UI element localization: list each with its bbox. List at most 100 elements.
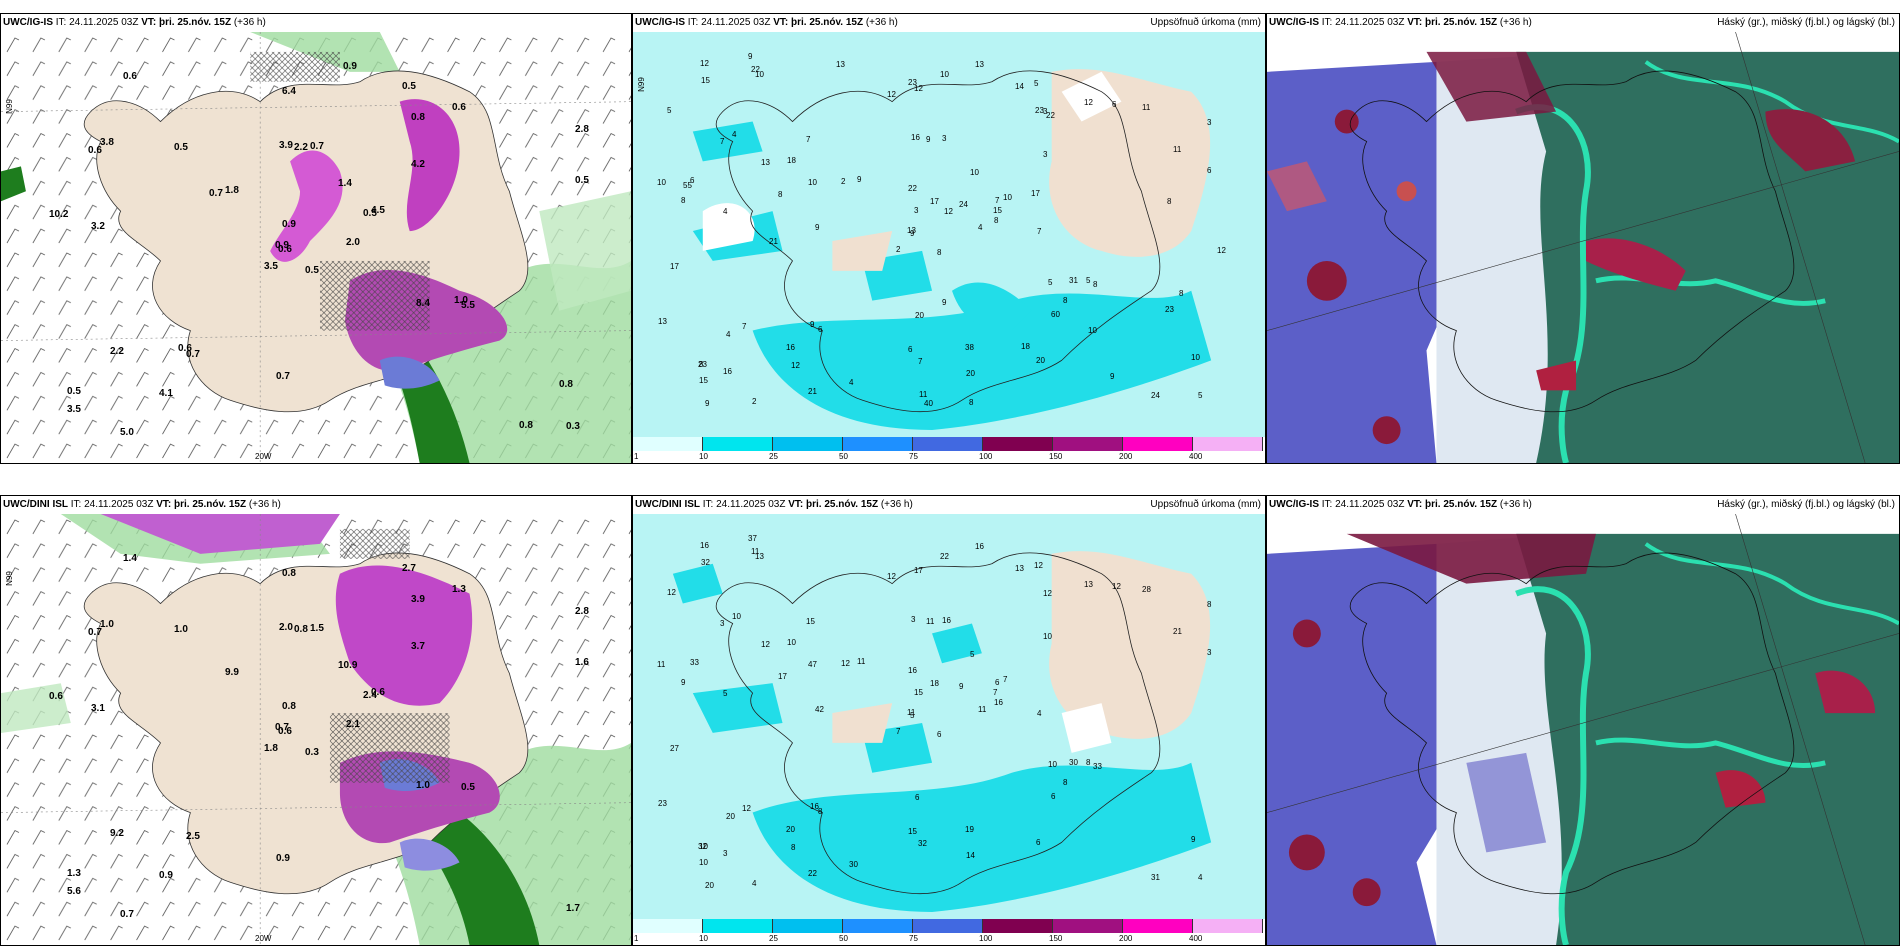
value-label: 11 (978, 705, 987, 714)
value-label: 0.7 (120, 909, 134, 920)
value-label: 11 (907, 708, 916, 717)
value-label: 11 (1142, 103, 1151, 112)
colorbar-segment (633, 437, 703, 451)
value-label: 33 (690, 658, 699, 667)
value-label: 8 (791, 843, 796, 852)
value-label: 0.9 (282, 219, 296, 230)
value-label: 10 (940, 70, 949, 79)
field-title: Uppsöfnuð úrkoma (mm) (1150, 499, 1261, 510)
value-label: 4 (752, 879, 757, 888)
value-label: 60 (1051, 310, 1060, 319)
value-label: 20 (726, 812, 735, 821)
init-time: IT: 24.11.2025 03Z (685, 17, 774, 28)
colorbar-label: 25 (769, 934, 778, 943)
value-label: 9 (857, 175, 862, 184)
colorbar-label: 25 (769, 452, 778, 461)
value-label: 3 (1043, 150, 1048, 159)
value-labels: 0.5 0.6 0.6 0.5 0.5 0.7 0.5 0.7 0.8 2.0 0.6 0.3 3.2 2… (1, 32, 631, 463)
init-time: IT: 24.11.2025 03Z (68, 499, 157, 510)
value-label: 23 (1035, 106, 1044, 115)
value-label: 0.6 (278, 244, 292, 255)
value-label: 12 (1034, 561, 1043, 570)
colorbar-label: 150 (1049, 934, 1063, 943)
value-label: 12 (667, 588, 676, 597)
valid-time: VT: þri. 25.nóv. 15Z (141, 17, 232, 28)
value-label: 3.2 (91, 221, 105, 232)
lon-label: 20W (255, 452, 272, 461)
colorbar-segment (983, 437, 1053, 451)
value-label: 9 (810, 320, 815, 329)
value-label: 6 (1051, 792, 1056, 801)
value-label: 9 (942, 298, 947, 307)
value-label: 0.6 (123, 71, 137, 82)
value-label: 16 (786, 343, 795, 352)
value-label: 8 (681, 196, 686, 205)
colorbar-segment (1193, 919, 1263, 933)
colorbar-label: 50 (839, 934, 848, 943)
valid-time: VT: þri. 25.nóv. 15Z (773, 17, 864, 28)
lead-time: (+36 h) (246, 499, 281, 510)
value-label: 0.6 (49, 691, 63, 702)
model-name: UWC/IG-IS (635, 17, 685, 28)
colorbar-segment (1193, 437, 1263, 451)
panel-top-left: UWC/IG-IS IT: 24.11.2025 03Z VT: þri. 25… (0, 13, 632, 464)
colorbar-segment (773, 437, 843, 451)
value-label: 17 (778, 672, 787, 681)
value-label: 10 (699, 842, 708, 851)
value-label: 20 (1036, 356, 1045, 365)
value-label: 10 (1191, 353, 1200, 362)
value-label: 11 (751, 547, 760, 556)
map-graphic (1, 514, 631, 945)
value-label: 32 (698, 842, 707, 851)
value-label: 3.1 (91, 703, 105, 714)
value-label: 5 (1198, 391, 1203, 400)
value-label: 16 (994, 698, 1003, 707)
value-label: 2.0 (346, 237, 360, 248)
value-label: 1.4 (123, 553, 137, 564)
value-label: 11 (919, 390, 928, 399)
value-label: 11 (926, 617, 935, 626)
value-label: 17 (914, 566, 923, 575)
value-label: 9 (959, 682, 964, 691)
map-graphic (633, 514, 1265, 919)
value-label: 17 (930, 197, 939, 206)
field-title: Uppsöfnuð úrkoma (mm) (1150, 17, 1261, 28)
value-label: 10 (755, 70, 764, 79)
colorbar-segment (1123, 919, 1193, 933)
colorbar-label: 150 (1049, 452, 1063, 461)
value-label: 0.7 (209, 188, 223, 199)
value-label: 6 (1036, 838, 1041, 847)
value-label: 9 (705, 399, 710, 408)
value-label: 8 (1063, 296, 1068, 305)
value-label: 32 (918, 839, 927, 848)
value-label: 55 (683, 181, 692, 190)
value-label: 8 (937, 248, 942, 257)
colorbar-label: 10 (699, 452, 708, 461)
value-label: 31 (1151, 873, 1160, 882)
value-label: 8 (1063, 778, 1068, 787)
value-label: 4.5 (371, 205, 385, 216)
value-label: 6 (690, 176, 695, 185)
value-label: 0.9 (276, 853, 290, 864)
value-label: 6 (1112, 100, 1117, 109)
value-label: 3 (911, 615, 916, 624)
value-label: 5 (1034, 79, 1039, 88)
value-label: 21 (769, 237, 778, 246)
value-label: 8 (818, 807, 823, 816)
value-label: 6 (818, 325, 823, 334)
value-label: 16 (700, 541, 709, 550)
value-label: 3 (942, 134, 947, 143)
map-graphic (1267, 514, 1899, 945)
colorbar-label: 50 (839, 452, 848, 461)
value-label: 9 (748, 52, 753, 61)
value-label: 7 (806, 135, 811, 144)
colorbar: 1 10 25 50 75 100 150 200 400 (633, 437, 1265, 463)
colorbar-segment (1053, 437, 1123, 451)
value-label: 42 (815, 705, 824, 714)
value-label: 0.7 (186, 349, 200, 360)
value-label: 3.9 (279, 140, 293, 151)
value-label: 1.7 (566, 903, 580, 914)
value-label: 3.7 (411, 641, 425, 652)
value-label: 4 (849, 378, 854, 387)
value-label: 4 (978, 223, 983, 232)
